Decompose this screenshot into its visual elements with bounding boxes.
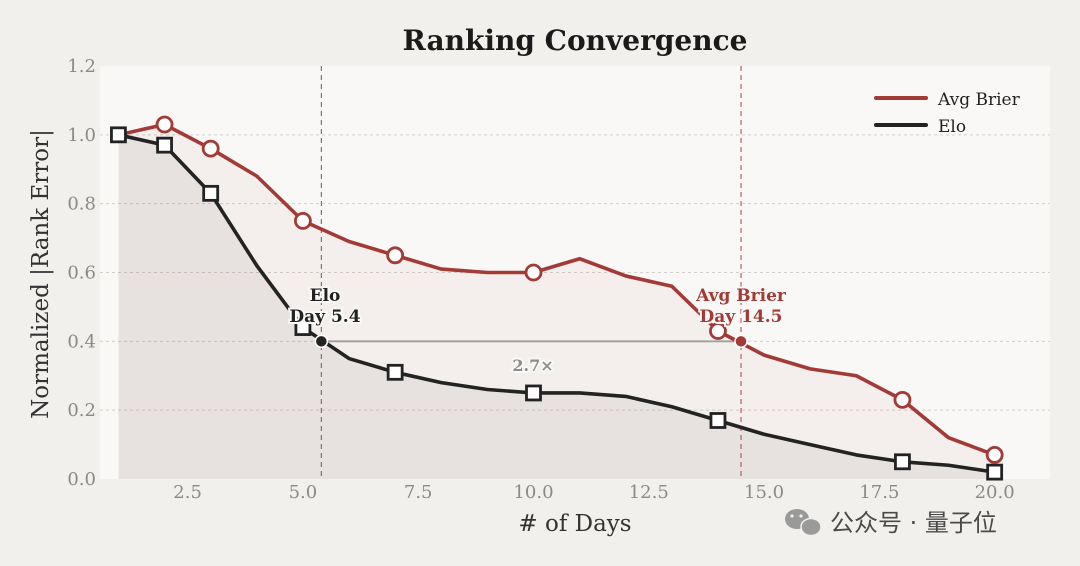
data-point-elo [158, 138, 172, 152]
data-point-elo [388, 365, 402, 379]
data-point-elo [988, 465, 1002, 479]
y-tick-label: 0.0 [67, 469, 96, 490]
legend-label-avg-brier: Avg Brier [937, 90, 1021, 110]
x-tick-label: 12.5 [629, 482, 669, 503]
data-point-avg-brier [895, 392, 910, 407]
annotation-elo-line1: Elo [310, 286, 341, 306]
ratio-annotation: 2.7× [512, 356, 553, 375]
data-point-elo [895, 455, 909, 469]
y-tick-label: 1.0 [67, 125, 96, 146]
crossing-dot-avg-brier [735, 335, 747, 347]
x-axis-label: # of Days [518, 511, 631, 537]
x-tick-label: 7.5 [404, 482, 433, 503]
x-tick-label: 5.0 [289, 482, 318, 503]
x-tick-label: 10.0 [513, 482, 553, 503]
x-tick-label: 2.5 [173, 482, 202, 503]
data-point-elo [204, 186, 218, 200]
x-tick-label: 20.0 [975, 482, 1015, 503]
y-tick-label: 0.8 [67, 194, 96, 215]
legend-label-elo: Elo [938, 117, 966, 137]
data-point-avg-brier [987, 447, 1002, 462]
crossing-dot-elo [315, 335, 327, 347]
y-tick-label: 0.4 [67, 331, 96, 352]
data-point-avg-brier [295, 213, 310, 228]
annotation-brier-line2: Day 14.5 [700, 307, 783, 327]
y-tick-label: 0.6 [67, 263, 96, 284]
watermark-text: 公众号 · 量子位 [830, 509, 997, 537]
data-point-elo [711, 413, 725, 427]
annotation-brier-line1: Avg Brier [695, 286, 787, 306]
data-point-avg-brier [388, 248, 403, 263]
data-point-avg-brier [526, 265, 541, 280]
data-point-elo [111, 128, 125, 142]
chart-title: Ranking Convergence [403, 24, 748, 57]
data-point-elo [526, 386, 540, 400]
x-tick-label: 15.0 [744, 482, 784, 503]
y-tick-label: 1.2 [67, 56, 96, 77]
data-point-avg-brier [157, 117, 172, 132]
x-tick-label: 17.5 [859, 482, 899, 503]
data-point-avg-brier [203, 141, 218, 156]
annotation-elo-line2: Day 5.4 [289, 307, 360, 327]
y-axis-label: Normalized |Rank Error| [28, 129, 54, 419]
annotation-brier-crossing: Avg Brier Day 14.5 [695, 286, 787, 327]
y-tick-label: 0.2 [67, 400, 96, 421]
